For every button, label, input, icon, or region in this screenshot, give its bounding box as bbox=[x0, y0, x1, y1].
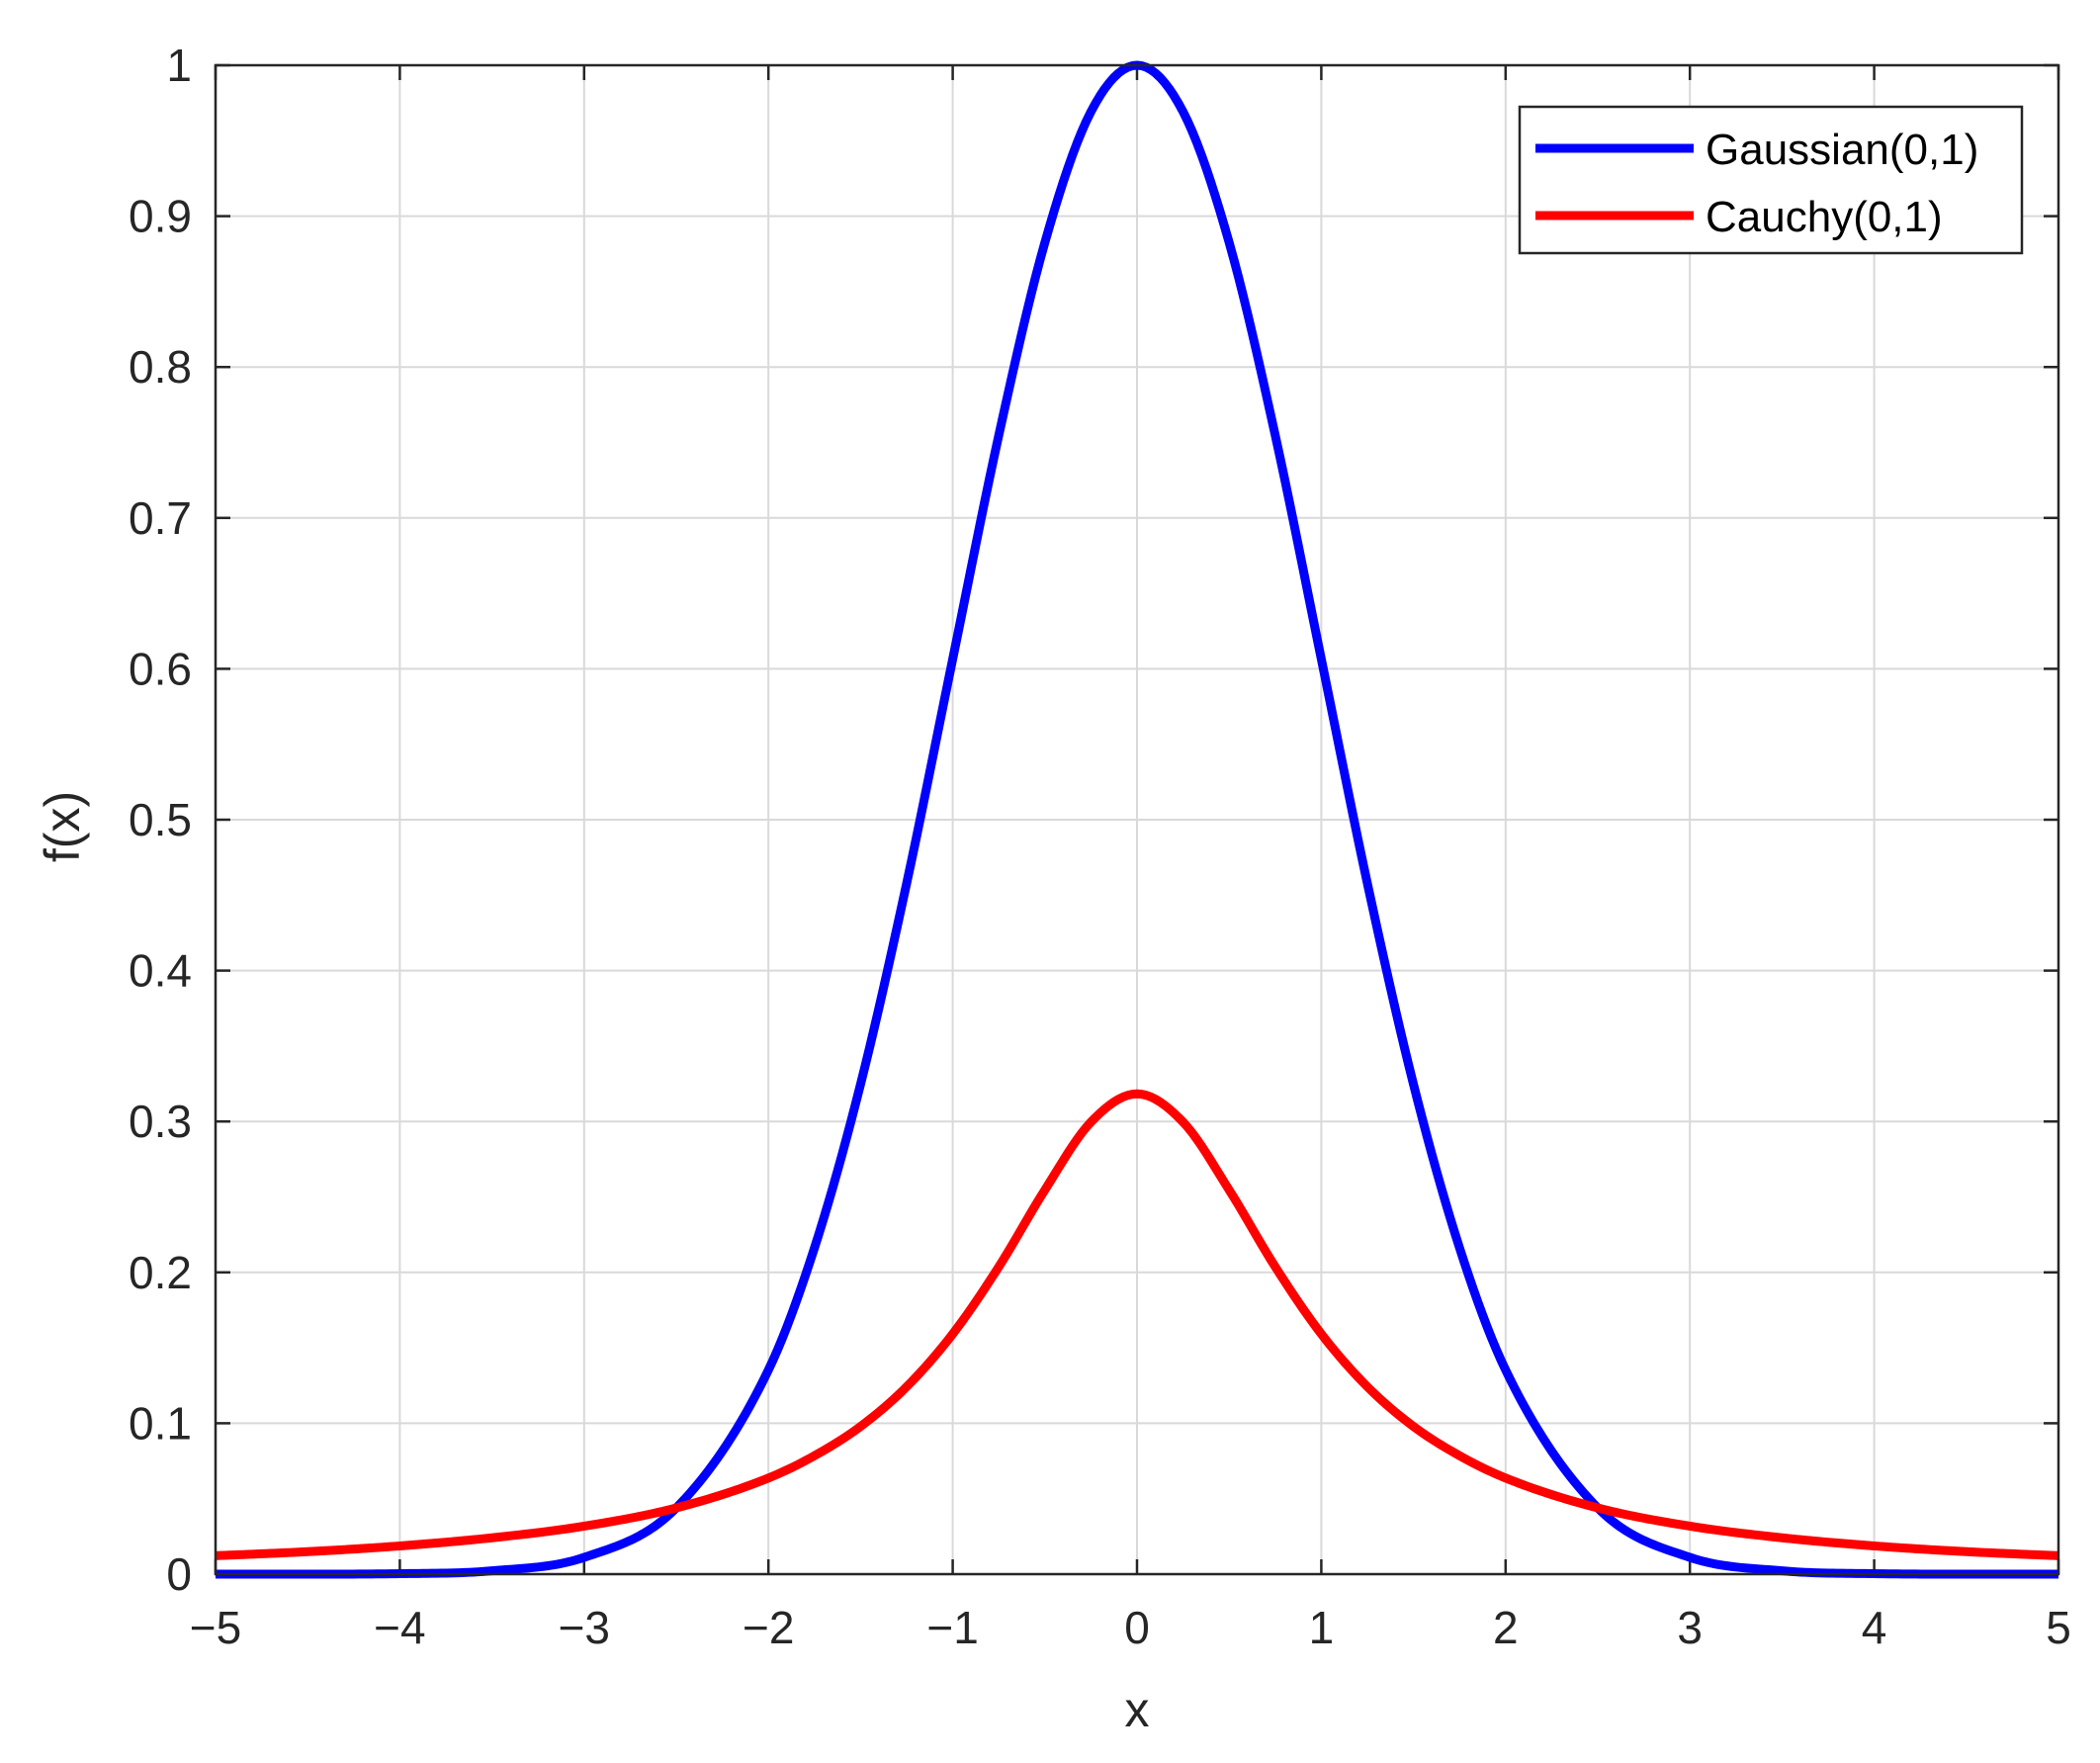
x-tick-label: −2 bbox=[743, 1602, 794, 1653]
y-tick-label: 0.3 bbox=[129, 1096, 192, 1147]
axes-frame bbox=[214, 63, 2060, 1576]
y-tick-label: 0.2 bbox=[129, 1247, 192, 1298]
x-tick-label: 5 bbox=[2046, 1602, 2071, 1653]
y-tick-label: 0.1 bbox=[129, 1397, 192, 1449]
x-tick-label: 3 bbox=[1677, 1602, 1703, 1653]
y-tick-label: 0.4 bbox=[129, 945, 192, 997]
legend-box bbox=[1518, 105, 2024, 255]
x-axis-label: x bbox=[1125, 1682, 1150, 1737]
series-line-cauchy bbox=[215, 1089, 2059, 1560]
x-tick-labels: −5 −4 −3 −2 −1 0 1 2 3 4 5 bbox=[190, 1602, 2071, 1653]
y-tick-label: 0.6 bbox=[129, 643, 192, 694]
x-tick-label: 2 bbox=[1493, 1602, 1519, 1653]
y-tick-label: 0.5 bbox=[129, 794, 192, 845]
y-tick-label: 0 bbox=[166, 1548, 192, 1600]
x-tick-label: 1 bbox=[1309, 1602, 1335, 1653]
y-tick-label: 0.8 bbox=[129, 341, 192, 393]
y-tick-label: 0.9 bbox=[129, 191, 192, 242]
x-tick-label: −3 bbox=[559, 1602, 610, 1653]
legend: Gaussian(0,1) Cauchy(0,1) bbox=[1518, 105, 2024, 255]
x-tick-label: −1 bbox=[926, 1602, 978, 1653]
x-tick-label: −4 bbox=[374, 1602, 425, 1653]
y-tick-label: 1 bbox=[166, 40, 192, 91]
x-tick-label: 0 bbox=[1124, 1602, 1150, 1653]
legend-label-gaussian: Gaussian(0,1) bbox=[1706, 126, 1978, 174]
y-tick-label: 0.7 bbox=[129, 492, 192, 544]
y-tick-labels: 0 0.1 0.2 0.3 0.4 0.5 0.6 0.7 0.8 0.9 1 bbox=[129, 40, 192, 1600]
x-tick-label: −5 bbox=[190, 1602, 241, 1653]
legend-label-cauchy: Cauchy(0,1) bbox=[1706, 193, 1943, 241]
y-axis-label: f(x) bbox=[35, 791, 90, 862]
x-tick-label: 4 bbox=[1862, 1602, 1887, 1653]
